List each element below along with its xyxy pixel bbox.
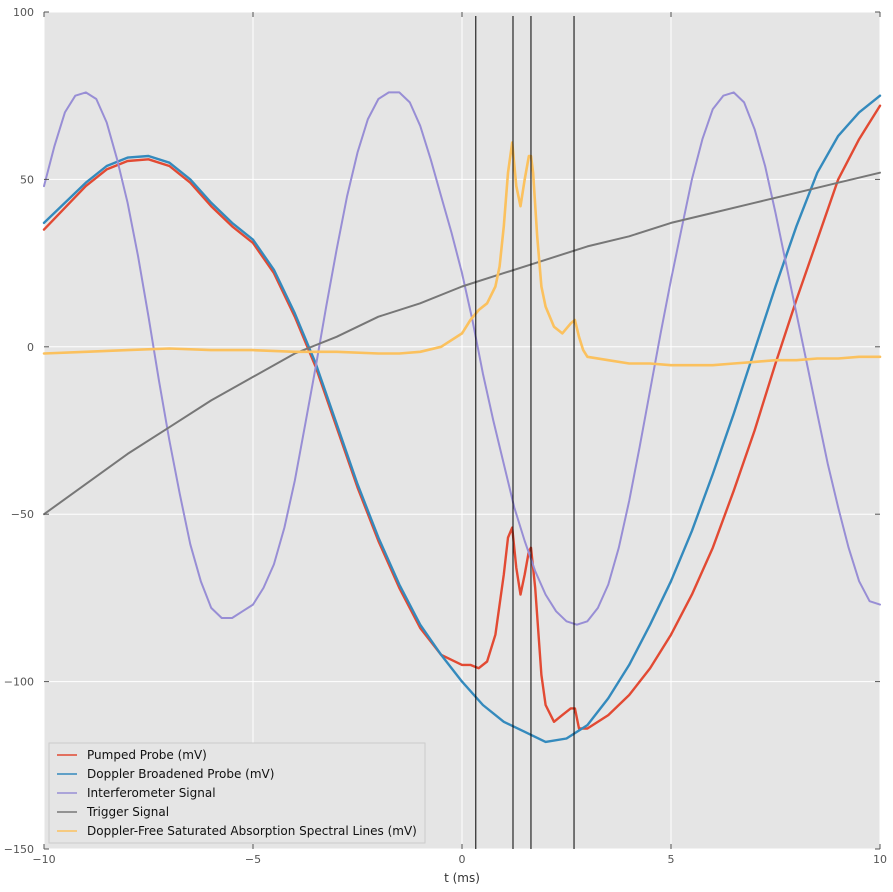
legend: Pumped Probe (mV) Doppler Broadened Probe…: [48, 742, 426, 844]
legend-label: Doppler Broadened Probe (mV): [87, 767, 274, 781]
x-tick-label: −5: [245, 853, 261, 866]
y-tick-label: −150: [4, 843, 34, 856]
y-tick-label: −100: [4, 676, 34, 689]
series-line-3: [43, 91, 881, 626]
series-line-4: [43, 171, 881, 516]
y-tick-label: −50: [11, 508, 34, 521]
y-tick-label: 0: [27, 341, 34, 354]
y-tick-label: 100: [13, 6, 34, 19]
legend-label: Interferometer Signal: [87, 786, 216, 800]
legend-label: Trigger Signal: [86, 805, 169, 819]
x-tick-label: −10: [32, 853, 55, 866]
x-axis-title: t (ms): [444, 871, 480, 885]
series-line-2: [42, 94, 882, 744]
series-line-1: [42, 104, 882, 730]
vertical-markers: [475, 16, 575, 849]
legend-label: Pumped Probe (mV): [87, 748, 207, 762]
series-group: [42, 91, 882, 744]
x-tick-label: 10: [873, 853, 887, 866]
legend-box: [48, 742, 426, 844]
legend-label: Doppler-Free Saturated Absorption Spectr…: [87, 824, 417, 838]
x-tick-label: 0: [459, 853, 466, 866]
y-tick-label: 50: [20, 173, 34, 186]
x-tick-label: 5: [668, 853, 675, 866]
